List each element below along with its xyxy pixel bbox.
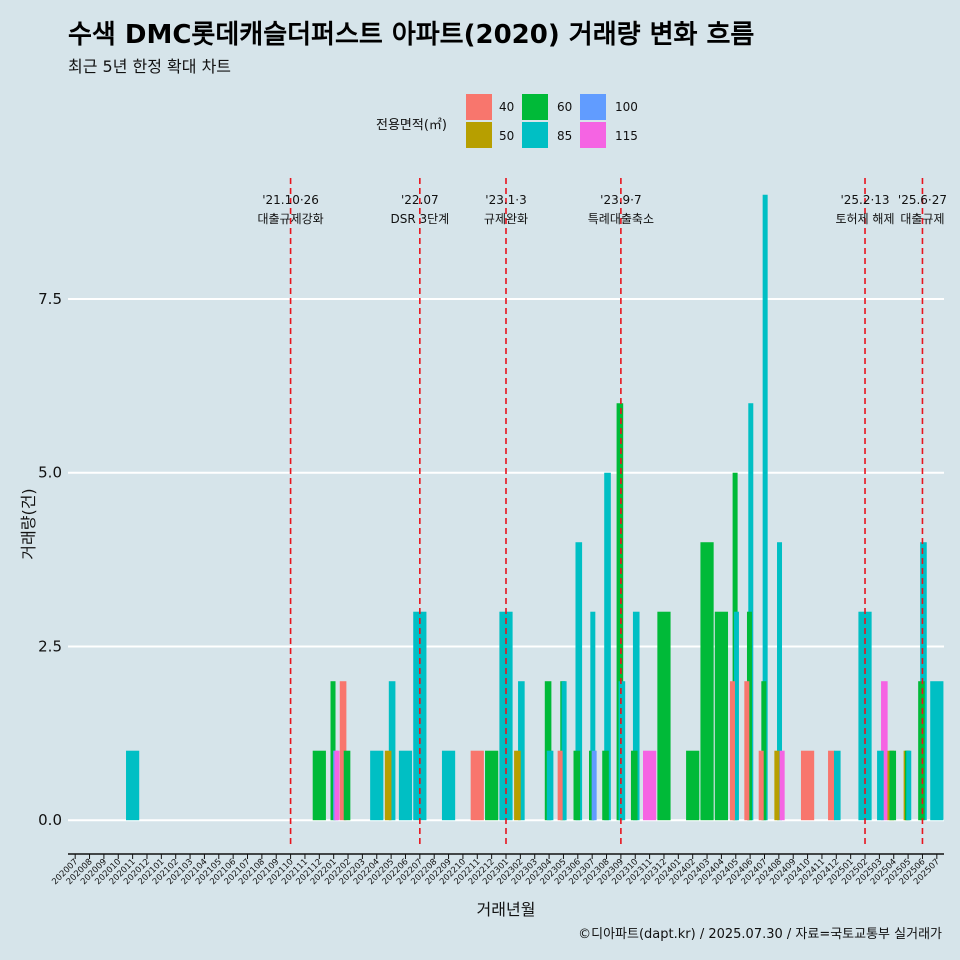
bar-202308-60 xyxy=(602,750,609,821)
legend-label-115: 115 xyxy=(615,129,638,143)
bar-202301-85 xyxy=(499,611,513,821)
legend-key-60 xyxy=(522,94,548,120)
bar-202302-85 xyxy=(518,681,525,821)
bar-202308-85 xyxy=(604,472,611,821)
bar-202202-40 xyxy=(339,681,347,821)
bar-202304-60 xyxy=(544,681,552,821)
bar-202406-40 xyxy=(744,681,750,821)
bar-202403-60 xyxy=(700,542,714,821)
bar-202311-115 xyxy=(643,750,657,821)
y-tick-label: 0.0 xyxy=(38,811,62,829)
legend-key-100 xyxy=(580,94,606,120)
bar-202310-85 xyxy=(632,611,640,821)
bar-202306-60 xyxy=(573,750,581,821)
bar-202304-85 xyxy=(546,750,554,821)
bar-202011-85 xyxy=(126,750,140,821)
bar-202507-85 xyxy=(930,681,944,821)
chart-subtitle: 최근 5년 한정 확대 차트 xyxy=(68,57,232,76)
bar-202505-85 xyxy=(906,750,912,821)
bar-202212-60 xyxy=(485,750,499,821)
x-axis-title: 거래년월 xyxy=(477,900,536,919)
event-name-label: DSR 3단계 xyxy=(390,212,449,226)
legend-key-115 xyxy=(580,122,606,148)
bar-202205-85 xyxy=(388,681,396,821)
event-date-label: '22.07 xyxy=(401,193,439,207)
legend-key-85 xyxy=(522,122,548,148)
legend-label-60: 60 xyxy=(557,100,573,114)
bar-202506-60 xyxy=(918,681,925,821)
bar-202205-50 xyxy=(384,750,392,821)
bar-202407-60 xyxy=(761,681,767,821)
legend-label-100: 100 xyxy=(615,100,638,114)
bar-202412-40 xyxy=(828,750,835,821)
bar-202405-85 xyxy=(733,611,739,821)
bar-202209-85 xyxy=(441,750,456,821)
bar-202202-60 xyxy=(343,750,351,821)
bar-202309-85 xyxy=(618,681,626,821)
bar-202407-85 xyxy=(762,194,768,821)
legend-label-40: 40 xyxy=(499,100,515,114)
bar-202207-85 xyxy=(413,611,427,821)
bar-202305-85 xyxy=(561,681,567,821)
y-axis-title: 거래량(건) xyxy=(19,488,38,559)
legend-key-50 xyxy=(466,122,492,148)
legend: 전용면적(㎡) 40 50 60 85 100 115 xyxy=(372,92,662,152)
bar-202408-50 xyxy=(774,750,780,821)
legend-label-85: 85 xyxy=(557,129,573,143)
bar-202407-40 xyxy=(758,750,764,821)
bar-202312-60 xyxy=(657,611,671,821)
bar-202201-60 xyxy=(330,681,336,821)
bar-202412-85 xyxy=(833,750,841,821)
y-tick-label: 2.5 xyxy=(38,637,62,655)
event-date-label: '23.1·3 xyxy=(485,193,526,207)
source-caption: ©디아파트(dapt.kr) / 2025.07.30 / 자료=국토교통부 실… xyxy=(578,927,942,942)
y-tick-label: 5.0 xyxy=(38,464,62,482)
bar-202309-60 xyxy=(616,403,624,821)
event-name-label: 대출규제 xyxy=(900,212,944,226)
bar-202405-40 xyxy=(729,681,735,821)
bar-202305-40 xyxy=(557,750,563,821)
legend-label-50: 50 xyxy=(499,129,515,143)
bar-202504-60 xyxy=(889,750,897,821)
bar-202302-50 xyxy=(514,750,521,821)
bar-202306-85 xyxy=(575,542,583,821)
event-name-label: 특례대출축소 xyxy=(588,212,654,226)
legend-key-40 xyxy=(466,94,492,120)
bar-202211-40 xyxy=(470,750,484,821)
event-date-label: '23.9·7 xyxy=(600,193,641,207)
event-name-label: 대출규제강화 xyxy=(257,212,323,226)
bar-202410-40 xyxy=(800,750,815,821)
bar-202307-60 xyxy=(589,750,595,821)
legend-title: 전용면적(㎡) xyxy=(376,118,447,133)
bar-202503-85 xyxy=(877,750,884,821)
bar-202408-115 xyxy=(779,750,785,821)
bar-202503-115 xyxy=(881,681,888,821)
bar-202502-85 xyxy=(858,611,872,821)
bar-202406-60 xyxy=(746,611,752,821)
bar-202201-115 xyxy=(334,750,340,821)
chart-title: 수색 DMC롯데캐슬더퍼스트 아파트(2020) 거래량 변화 흐름 xyxy=(68,20,755,50)
bar-202404-60 xyxy=(714,611,729,821)
bar-202310-60 xyxy=(630,750,638,821)
event-name-label: 규제완화 xyxy=(484,212,528,226)
y-tick-label: 7.5 xyxy=(38,290,62,308)
event-date-label: '21.10·26 xyxy=(262,193,319,207)
event-date-label: '25.2·13 xyxy=(840,193,889,207)
event-date-label: '25.6·27 xyxy=(898,193,947,207)
bar-202206-85 xyxy=(398,750,413,821)
bar-202204-85 xyxy=(370,750,384,821)
bar-202307-100 xyxy=(591,750,597,821)
bar-202307-85 xyxy=(590,611,596,821)
bar-202112-60 xyxy=(312,750,326,821)
bar-202402-60 xyxy=(686,750,700,821)
event-name-label: 토허제 해제 xyxy=(836,212,895,226)
bar-202408-85 xyxy=(777,542,783,821)
